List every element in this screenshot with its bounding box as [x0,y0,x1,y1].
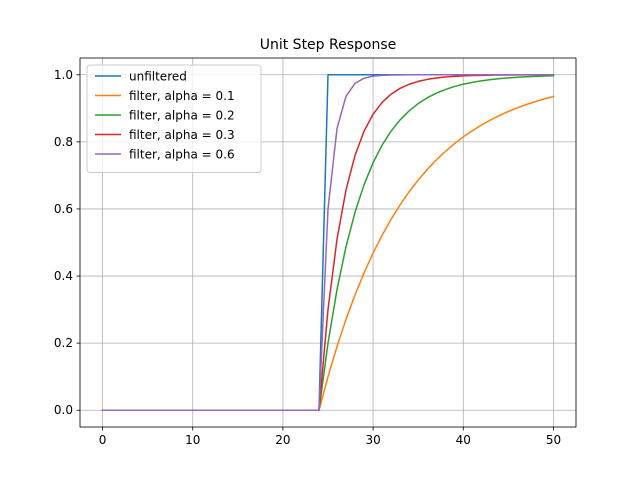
x-tick-label: 0 [99,433,107,447]
legend-label-4: filter, alpha = 0.6 [129,148,235,162]
legend: unfiltered filter, alpha = 0.1 filter, alp… [86,64,262,173]
chart-title: Unit Step Response [260,37,397,53]
x-tick-label: 50 [546,433,561,447]
legend-label-2: filter, alpha = 0.2 [129,109,235,123]
plot-frame [79,57,577,428]
legend-box [86,64,262,173]
legend-label-3: filter, alpha = 0.3 [129,128,235,142]
y-tick-label: 0.6 [54,202,73,216]
legend-label-0: unfiltered [129,70,187,84]
series-line-4 [101,74,555,411]
legend-label-1: filter, alpha = 0.1 [129,89,235,103]
x-tick-label: 20 [275,433,290,447]
x-tick-label: 30 [365,433,380,447]
y-tick-label: 0.4 [54,269,73,283]
x-tick-label: 10 [185,433,200,447]
series-layer [101,74,555,411]
y-tick-label: 0.0 [54,403,73,417]
x-tick-label: 40 [456,433,471,447]
y-tick-label: 0.8 [54,135,73,149]
axes-layer: 0 10 20 30 40 50 0.0 0.2 0.4 0.6 0.8 1.0 [54,57,577,447]
y-tick-label: 0.2 [54,336,73,350]
y-tick-label: 1.0 [54,68,73,82]
